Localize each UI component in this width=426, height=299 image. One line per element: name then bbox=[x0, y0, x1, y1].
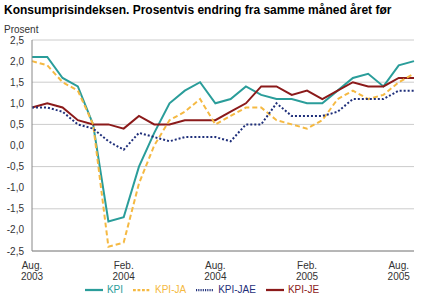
svg-text:1,0: 1,0 bbox=[10, 98, 24, 109]
svg-text:-0,5: -0,5 bbox=[8, 161, 24, 172]
html-text:Prosent: Prosent bbox=[4, 24, 39, 35]
svg-text:2,5: 2,5 bbox=[10, 35, 24, 46]
html-text:KPI-JAE: KPI-JAE bbox=[218, 283, 256, 295]
svg-text:Feb.2005: Feb.2005 bbox=[296, 260, 319, 282]
svg-text:Feb.2004: Feb.2004 bbox=[113, 260, 136, 282]
svg-text:Aug.2003: Aug.2003 bbox=[21, 260, 44, 282]
html-text:KPI-JE: KPI-JE bbox=[288, 283, 320, 295]
svg-text:Aug.2004: Aug.2004 bbox=[204, 260, 227, 282]
svg-text:Aug.2005: Aug.2005 bbox=[388, 260, 411, 282]
html-text:KPI: KPI bbox=[106, 283, 123, 295]
svg-text:0,0: 0,0 bbox=[10, 140, 24, 151]
html-text:KPI-JA: KPI-JA bbox=[155, 283, 187, 295]
svg-text:0,5: 0,5 bbox=[10, 119, 24, 130]
svg-text:-1,5: -1,5 bbox=[8, 203, 24, 214]
html-text:Konsumprisindeksen. Prosentvis: Konsumprisindeksen. Prosentvis endring f… bbox=[4, 3, 392, 17]
svg-text:-1,0: -1,0 bbox=[8, 182, 24, 193]
svg-text:2,0: 2,0 bbox=[10, 56, 24, 67]
svg-text:-2,5: -2,5 bbox=[8, 246, 24, 257]
svg-text:-2,0: -2,0 bbox=[8, 224, 24, 235]
svg-text:1,5: 1,5 bbox=[10, 77, 24, 88]
